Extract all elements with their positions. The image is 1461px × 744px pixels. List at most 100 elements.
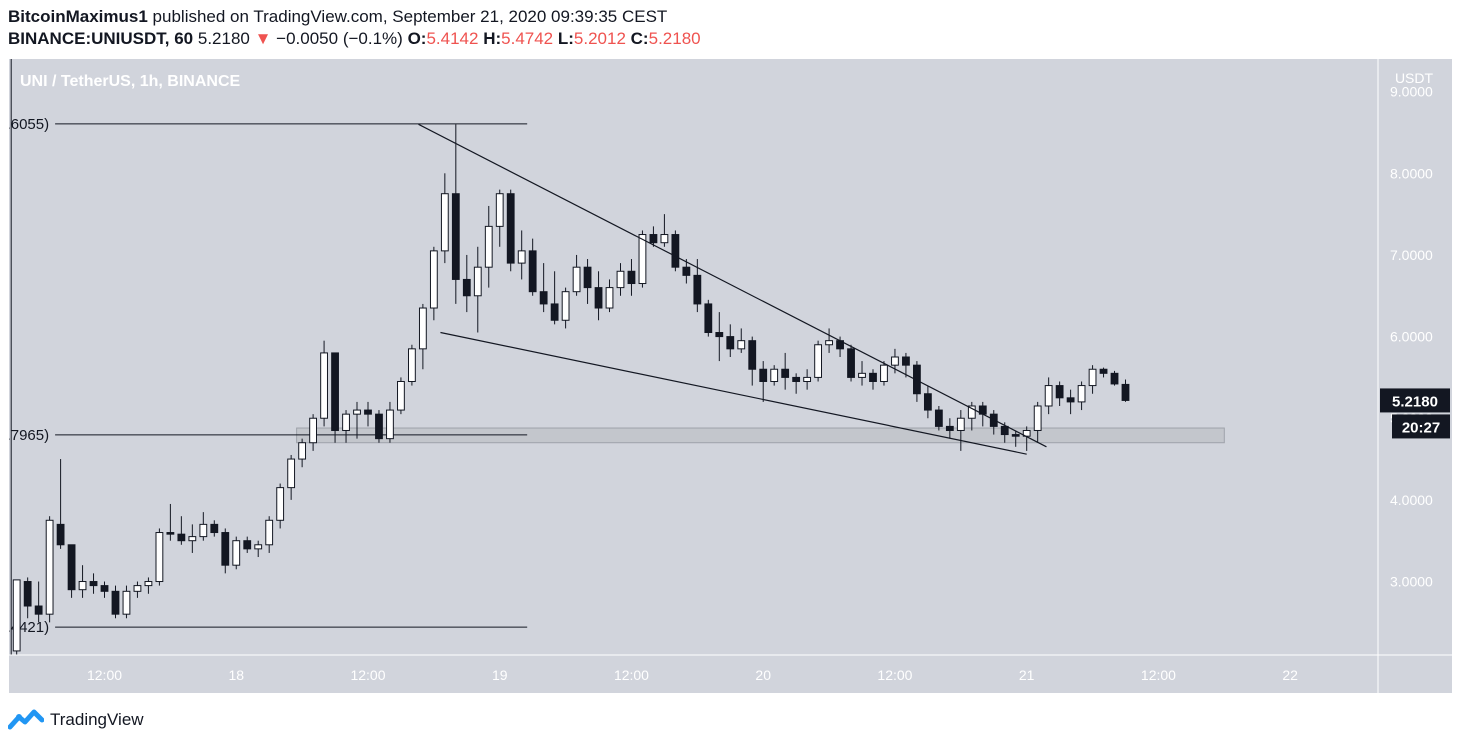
candle-body	[429, 250, 438, 309]
candle-body	[1088, 368, 1097, 387]
tradingview-logo-icon[interactable]	[8, 709, 44, 731]
candle	[945, 418, 954, 439]
candle	[34, 581, 43, 623]
time-tick-label: 21	[1019, 667, 1035, 683]
candle-body	[1077, 385, 1086, 403]
candle-body	[89, 581, 98, 587]
candle	[451, 124, 460, 304]
candle	[177, 516, 186, 545]
countdown-label: 20:27	[1402, 419, 1440, 436]
candle-body	[210, 523, 219, 534]
high-value: 5.4742	[501, 29, 554, 48]
candle	[627, 259, 636, 296]
candle-body	[737, 340, 746, 350]
candle-body	[923, 393, 932, 411]
candle-body	[56, 523, 65, 546]
candle-body	[1000, 425, 1009, 436]
candle	[1066, 389, 1075, 415]
candle	[364, 401, 372, 427]
candle-body	[539, 291, 548, 305]
chart-pane[interactable]: 0(8.6055)0.618(4.7965)1(2.4421)USDT3.000…	[9, 59, 1452, 693]
candle	[89, 573, 98, 594]
time-tick-label: 12:00	[350, 667, 385, 683]
candle	[397, 377, 405, 415]
candle-body	[133, 585, 142, 592]
candle	[111, 585, 120, 619]
symbol-label: BINANCE:UNIUSDT, 60	[8, 29, 194, 48]
candle-body	[1066, 397, 1075, 403]
candle-body	[726, 336, 735, 350]
candle-body	[34, 605, 43, 615]
candle-body	[78, 581, 87, 591]
candle	[748, 336, 757, 386]
candle-body	[309, 417, 318, 444]
close-value: 5.2180	[648, 29, 701, 48]
candle	[320, 340, 328, 427]
candle	[858, 361, 866, 386]
candle-body	[265, 519, 274, 546]
candle-body	[770, 368, 779, 382]
candle	[386, 401, 394, 443]
last-price: 5.2180	[197, 29, 250, 48]
time-tick-label: 12:00	[614, 667, 649, 683]
trendline-upper	[418, 123, 1047, 448]
candle	[1099, 367, 1108, 378]
footer: TradingView	[8, 708, 144, 732]
candle	[342, 410, 350, 443]
candle-body	[243, 540, 252, 550]
candle	[605, 279, 614, 313]
candle-body	[364, 409, 372, 415]
candle	[1055, 381, 1064, 406]
candle-body	[1099, 368, 1108, 374]
candle	[221, 528, 230, 574]
candle	[254, 540, 263, 558]
candle-body	[1011, 434, 1020, 437]
fib-level-label: 0.618(4.7965)	[9, 427, 49, 444]
fib-level-label: 0(8.6055)	[9, 116, 49, 133]
candle-body	[506, 193, 515, 264]
tradingview-brand[interactable]: TradingView	[50, 710, 144, 729]
candle-body	[408, 348, 416, 382]
candle-body	[891, 356, 899, 366]
candle-body	[276, 487, 285, 521]
candle-body	[934, 409, 943, 427]
candle-body	[858, 372, 866, 378]
down-arrow-icon: ▼	[254, 29, 272, 48]
price-tick-label: 4.0000	[1390, 492, 1433, 508]
candle	[12, 579, 21, 655]
candle-body	[967, 405, 976, 419]
candle-body	[660, 234, 669, 244]
candle-body	[956, 417, 965, 431]
candle-body	[287, 458, 296, 489]
candle	[23, 577, 32, 619]
candle	[100, 581, 109, 598]
candle	[1121, 379, 1130, 402]
candle-body	[155, 532, 164, 583]
candle-body	[682, 266, 691, 276]
candle	[967, 401, 976, 431]
candle-body	[638, 234, 647, 285]
candle-body	[704, 303, 713, 334]
author-name[interactable]: BitcoinMaximus1	[8, 7, 148, 26]
candle	[473, 246, 482, 333]
candle	[770, 365, 779, 386]
candle-body	[1110, 372, 1119, 385]
candle-body	[913, 364, 921, 395]
candle-body	[232, 540, 241, 566]
candlestick-chart[interactable]: 0(8.6055)0.618(4.7965)1(2.4421)USDT3.000…	[9, 59, 1452, 693]
candle	[528, 238, 537, 296]
candle-body	[440, 193, 449, 252]
candle	[682, 259, 691, 284]
candle-body	[122, 590, 131, 615]
candle-body	[803, 376, 812, 382]
candle	[539, 263, 548, 313]
candle	[144, 577, 153, 594]
candle	[956, 410, 965, 451]
low-value: 5.2012	[573, 29, 626, 48]
price-axis-unit: USDT	[1395, 70, 1434, 86]
candle	[923, 385, 932, 419]
candle	[737, 328, 746, 353]
time-tick-label: 18	[228, 667, 244, 683]
candle-body	[1121, 383, 1130, 401]
candle	[572, 254, 581, 296]
